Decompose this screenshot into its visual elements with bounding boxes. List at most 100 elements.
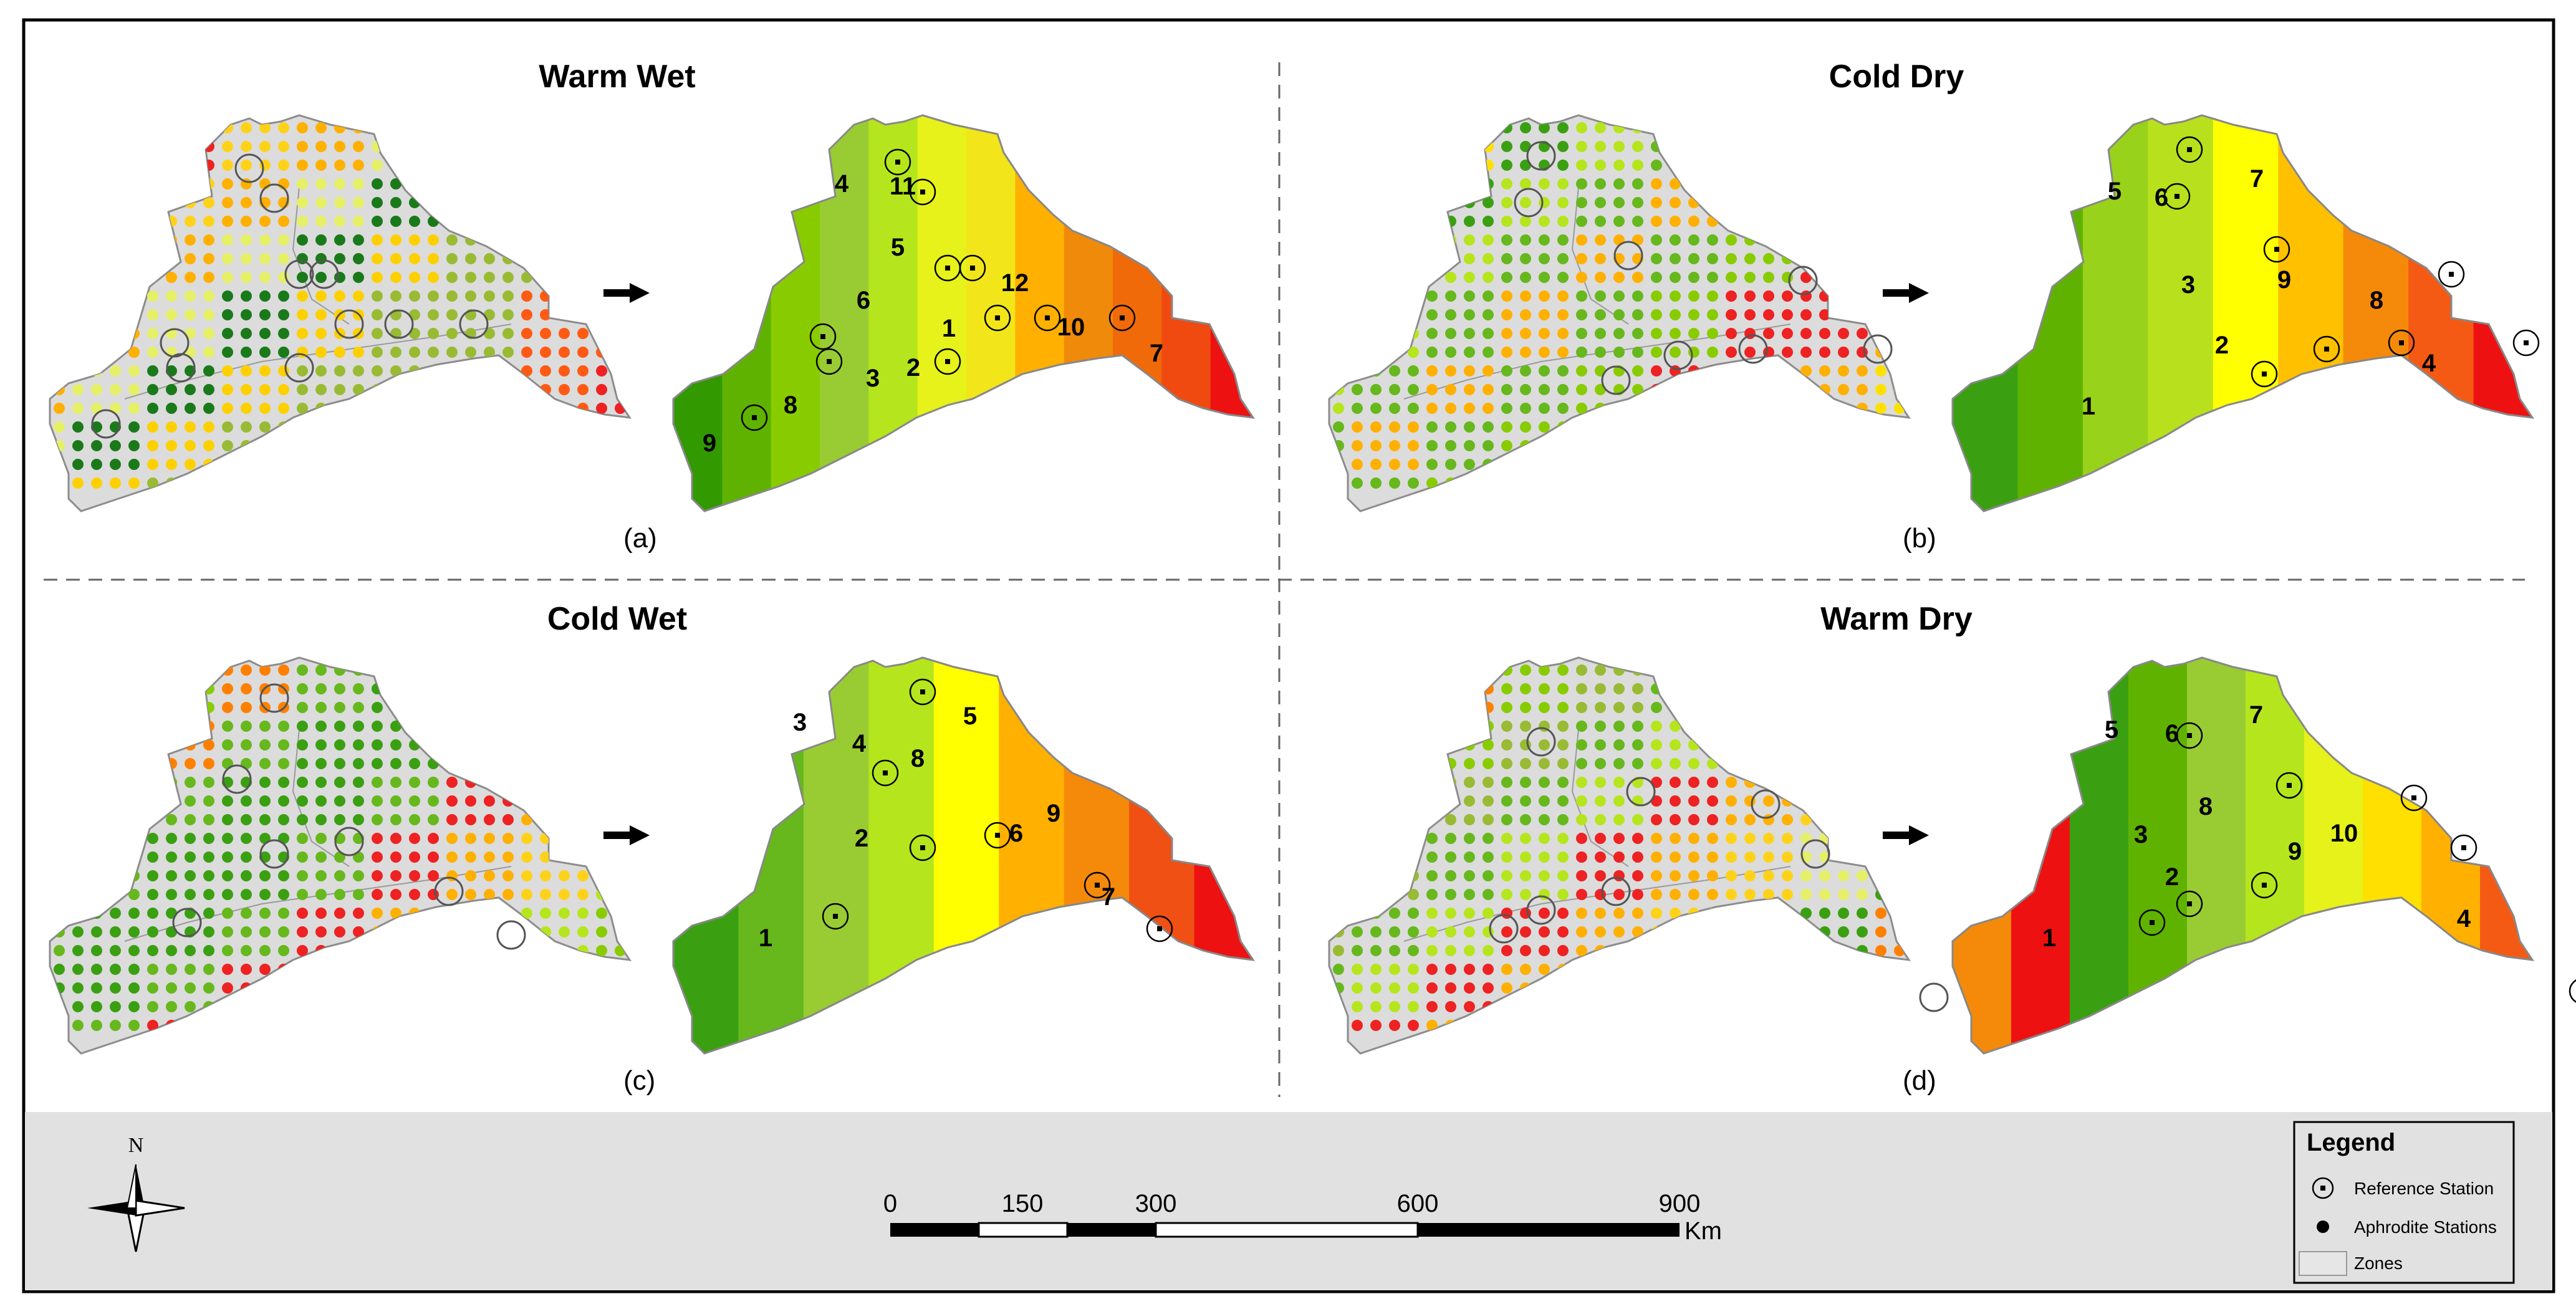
- aphrodite-station: [1501, 178, 1512, 189]
- aphrodite-station: [203, 851, 214, 863]
- aphrodite-station: [222, 253, 233, 264]
- aphrodite-station: [1651, 234, 1662, 246]
- aphrodite-station: [1520, 347, 1531, 358]
- aphrodite-station: [1501, 982, 1512, 994]
- aphrodite-station: [1483, 197, 1494, 208]
- reference-station-ring: [1601, 876, 1631, 906]
- aphrodite-station: [1370, 459, 1382, 470]
- aphrodite-station: [1557, 851, 1569, 863]
- aphrodite-station: [166, 272, 177, 283]
- compass-rose-icon: [87, 1164, 185, 1252]
- aphrodite-station: [278, 777, 289, 788]
- reference-station-icon: [959, 254, 986, 282]
- aphrodite-station: [372, 290, 383, 302]
- aphrodite-station: [1520, 777, 1531, 788]
- aphrodite-station: [259, 309, 271, 320]
- zone-label: 4: [835, 170, 849, 198]
- aphrodite-station: [1763, 870, 1774, 881]
- aphrodite-station: [72, 1020, 84, 1031]
- aphrodite-station: [1632, 721, 1643, 732]
- aphrodite-station: [128, 459, 140, 470]
- aphrodite-station: [1726, 328, 1737, 339]
- aphrodite-station: [1408, 365, 1419, 376]
- aphrodite-station: [484, 814, 495, 825]
- reference-station-icon: [2276, 772, 2303, 799]
- aphrodite-station: [1576, 197, 1587, 208]
- aphrodite-station: [1501, 440, 1512, 451]
- aphrodite-station: [1539, 178, 1550, 189]
- reference-station-icon: [1108, 304, 1136, 332]
- aphrodite-station: [241, 309, 252, 320]
- reference-station-ring: [309, 259, 339, 289]
- aphrodite-station: [1651, 721, 1662, 732]
- aphrodite-station: [222, 216, 233, 227]
- aphrodite-station: [278, 870, 289, 881]
- aphrodite-station: [1539, 421, 1550, 433]
- aphrodite-station: [315, 814, 327, 825]
- aphrodite-station: [185, 290, 196, 302]
- aphrodite-station: [147, 365, 158, 376]
- zone-label: 1: [942, 315, 956, 342]
- aphrodite-station: [428, 253, 439, 264]
- zone-label: 1: [759, 924, 772, 952]
- aphrodite-station: [1744, 851, 1756, 863]
- aphrodite-station: [1576, 739, 1587, 751]
- aphrodite-station: [1464, 795, 1475, 807]
- aphrodite-station: [1483, 290, 1494, 302]
- aphrodite-station: [1857, 365, 1868, 376]
- panel-label: (a): [623, 523, 657, 554]
- aphrodite-station: [1670, 197, 1681, 208]
- aphrodite-station: [372, 309, 383, 320]
- aphrodite-station: [185, 234, 196, 246]
- aphrodite-station: [1707, 253, 1718, 264]
- aphrodite-station: [259, 253, 271, 264]
- aphrodite-station: [353, 253, 364, 264]
- reference-station-icon: [984, 822, 1011, 849]
- aphrodite-station: [1576, 141, 1587, 152]
- zone-label: 5: [891, 234, 905, 261]
- aphrodite-station: [315, 758, 327, 769]
- aphrodite-station: [1520, 702, 1531, 713]
- aphrodite-station: [1576, 777, 1587, 788]
- aphrodite-station: [1426, 309, 1438, 320]
- aphrodite-station: [91, 384, 102, 395]
- arrow-icon: [603, 825, 650, 845]
- aphrodite-station: [1557, 908, 1569, 919]
- aphrodite-station: [372, 347, 383, 358]
- aphrodite-station: [278, 721, 289, 732]
- aphrodite-station: [128, 1001, 140, 1012]
- aphrodite-station: [1483, 795, 1494, 807]
- aphrodite-station: [1426, 365, 1438, 376]
- aphrodite-station: [241, 421, 252, 433]
- aphrodite-station: [110, 384, 121, 395]
- aphrodite-station: [185, 272, 196, 283]
- aphrodite-station: [540, 870, 551, 881]
- aphrodite-station: [1520, 926, 1531, 938]
- aphrodite-station: [222, 197, 233, 208]
- aphrodite-station: [91, 459, 102, 470]
- aphrodite-station: [1483, 889, 1494, 900]
- aphrodite-station: [259, 870, 271, 881]
- aphrodite-station: [465, 851, 476, 863]
- reference-station-ring: [1788, 266, 1818, 295]
- aphrodite-station-icon: [2317, 1220, 2329, 1233]
- aphrodite-station: [297, 234, 308, 246]
- aphrodite-station: [241, 889, 252, 900]
- aphrodite-station: [259, 384, 271, 395]
- aphrodite-station: [259, 122, 271, 133]
- aphrodite-station: [259, 328, 271, 339]
- zone-label: 3: [866, 365, 880, 392]
- aphrodite-station: [297, 272, 308, 283]
- aphrodite-station: [91, 477, 102, 489]
- aphrodite-station: [297, 926, 308, 938]
- aphrodite-station: [559, 870, 570, 881]
- aphrodite-station: [1576, 683, 1587, 694]
- reference-station-icon: [2163, 183, 2191, 210]
- aphrodite-station: [72, 1001, 84, 1012]
- aphrodite-station: [596, 403, 607, 414]
- aphrodite-station: [1576, 290, 1587, 302]
- aphrodite-station: [1520, 197, 1531, 208]
- aphrodite-station: [353, 272, 364, 283]
- aphrodite-station: [1576, 384, 1587, 395]
- aphrodite-station: [465, 889, 476, 900]
